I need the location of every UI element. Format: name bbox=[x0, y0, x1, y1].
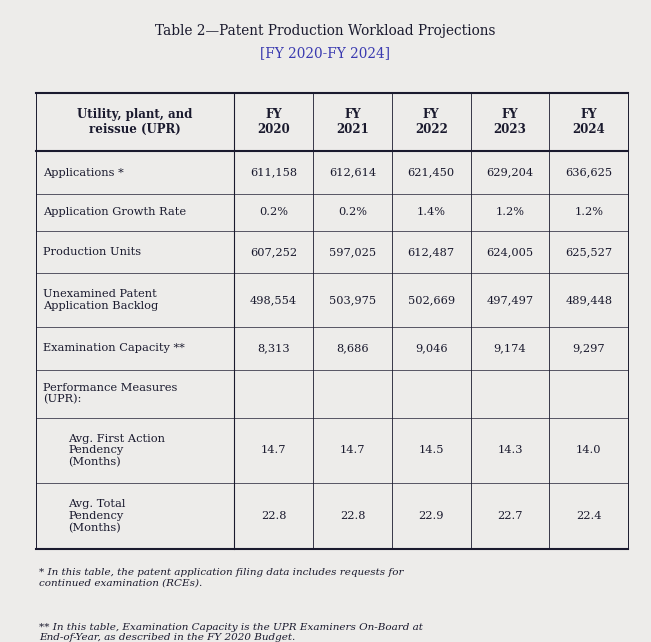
Text: 489,448: 489,448 bbox=[565, 295, 613, 305]
Text: FY
2021: FY 2021 bbox=[336, 108, 369, 136]
Text: Production Units: Production Units bbox=[43, 247, 141, 257]
Text: ** In this table, Examination Capacity is the UPR Examiners On-Board at
End-of-Y: ** In this table, Examination Capacity i… bbox=[39, 623, 423, 642]
Text: 0.2%: 0.2% bbox=[338, 207, 367, 218]
Text: 9,174: 9,174 bbox=[493, 343, 527, 353]
Text: 9,297: 9,297 bbox=[572, 343, 605, 353]
Text: 636,625: 636,625 bbox=[565, 168, 613, 178]
Text: [FY 2020-FY 2024]: [FY 2020-FY 2024] bbox=[260, 46, 391, 60]
Text: FY
2022: FY 2022 bbox=[415, 108, 448, 136]
Text: 9,046: 9,046 bbox=[415, 343, 447, 353]
Text: 1.2%: 1.2% bbox=[495, 207, 525, 218]
Text: 14.0: 14.0 bbox=[576, 446, 602, 455]
Text: 14.7: 14.7 bbox=[261, 446, 286, 455]
Text: Utility, plant, and
reissue (UPR): Utility, plant, and reissue (UPR) bbox=[77, 108, 193, 136]
Text: 22.9: 22.9 bbox=[419, 511, 444, 521]
Text: 22.8: 22.8 bbox=[340, 511, 365, 521]
Text: 503,975: 503,975 bbox=[329, 295, 376, 305]
Text: FY
2023: FY 2023 bbox=[493, 108, 527, 136]
Text: Unexamined Patent
Application Backlog: Unexamined Patent Application Backlog bbox=[43, 290, 158, 311]
Text: Applications *: Applications * bbox=[43, 168, 124, 178]
Text: 621,450: 621,450 bbox=[408, 168, 455, 178]
Text: 8,313: 8,313 bbox=[257, 343, 290, 353]
Text: Application Growth Rate: Application Growth Rate bbox=[43, 207, 186, 218]
Text: 629,204: 629,204 bbox=[486, 168, 534, 178]
Text: 625,527: 625,527 bbox=[565, 247, 613, 257]
Text: Table 2—Patent Production Workload Projections: Table 2—Patent Production Workload Proje… bbox=[155, 24, 496, 39]
Text: 611,158: 611,158 bbox=[250, 168, 298, 178]
Text: 22.7: 22.7 bbox=[497, 511, 523, 521]
Text: 1.2%: 1.2% bbox=[574, 207, 603, 218]
Text: Examination Capacity **: Examination Capacity ** bbox=[43, 343, 185, 353]
Text: 8,686: 8,686 bbox=[336, 343, 368, 353]
Text: 607,252: 607,252 bbox=[250, 247, 298, 257]
Text: Avg. Total
Pendency
(Months): Avg. Total Pendency (Months) bbox=[68, 499, 126, 533]
Text: 14.5: 14.5 bbox=[419, 446, 444, 455]
Text: 22.4: 22.4 bbox=[576, 511, 602, 521]
Text: 14.7: 14.7 bbox=[340, 446, 365, 455]
Text: FY
2020: FY 2020 bbox=[257, 108, 290, 136]
Text: FY
2024: FY 2024 bbox=[572, 108, 605, 136]
Text: 498,554: 498,554 bbox=[250, 295, 298, 305]
Text: * In this table, the patent application filing data includes requests for
contin: * In this table, the patent application … bbox=[39, 568, 404, 587]
Text: 22.8: 22.8 bbox=[261, 511, 286, 521]
Text: 0.2%: 0.2% bbox=[259, 207, 288, 218]
Text: Performance Measures
(UPR):: Performance Measures (UPR): bbox=[43, 383, 177, 404]
Text: 612,487: 612,487 bbox=[408, 247, 455, 257]
Text: 624,005: 624,005 bbox=[486, 247, 534, 257]
Text: 1.4%: 1.4% bbox=[417, 207, 446, 218]
Text: Avg. First Action
Pendency
(Months): Avg. First Action Pendency (Months) bbox=[68, 433, 165, 467]
Text: 14.3: 14.3 bbox=[497, 446, 523, 455]
Text: 497,497: 497,497 bbox=[486, 295, 534, 305]
Text: 612,614: 612,614 bbox=[329, 168, 376, 178]
Text: 597,025: 597,025 bbox=[329, 247, 376, 257]
Text: 502,669: 502,669 bbox=[408, 295, 455, 305]
